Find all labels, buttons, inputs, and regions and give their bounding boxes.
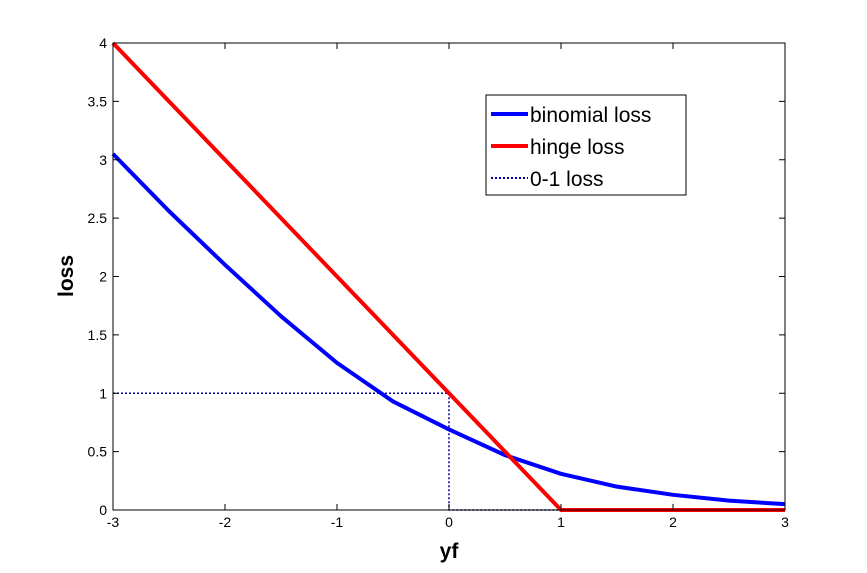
y-tick-label: 3.5 bbox=[88, 93, 108, 109]
y-tick-label: 1 bbox=[99, 385, 107, 401]
legend-label: hinge loss bbox=[530, 136, 625, 159]
y-tick-label: 2 bbox=[99, 269, 107, 285]
series-line-binomial-loss bbox=[111, 152, 786, 507]
y-tick-label: 4 bbox=[99, 35, 107, 51]
y-tick-label: 0.5 bbox=[88, 444, 108, 460]
x-tick-label: -2 bbox=[219, 514, 232, 530]
y-tick-label: 2.5 bbox=[88, 210, 108, 226]
x-axis-label: yf bbox=[440, 540, 460, 563]
x-tick-label: 2 bbox=[669, 514, 677, 530]
legend: binomial loss hinge loss 0-1 loss bbox=[485, 94, 687, 196]
y-axis-label: loss bbox=[55, 255, 78, 297]
x-tick-label: 3 bbox=[781, 514, 789, 530]
y-tick-label: 1.5 bbox=[88, 327, 108, 343]
x-tick-label: 0 bbox=[445, 514, 453, 530]
x-tick-label: -3 bbox=[107, 514, 120, 530]
x-tick-label: 1 bbox=[557, 514, 565, 530]
y-tick-label: 3 bbox=[99, 152, 107, 168]
legend-label: binomial loss bbox=[530, 104, 651, 127]
x-tick-label: -1 bbox=[331, 514, 344, 530]
y-tick-label: 0 bbox=[99, 502, 107, 518]
ticks-layer: -3 -2 -1 0 1 2 3 0 0.5 1 1.5 2 2.5 3 3.5 4 bbox=[88, 35, 790, 530]
legend-label: 0-1 loss bbox=[530, 168, 604, 191]
